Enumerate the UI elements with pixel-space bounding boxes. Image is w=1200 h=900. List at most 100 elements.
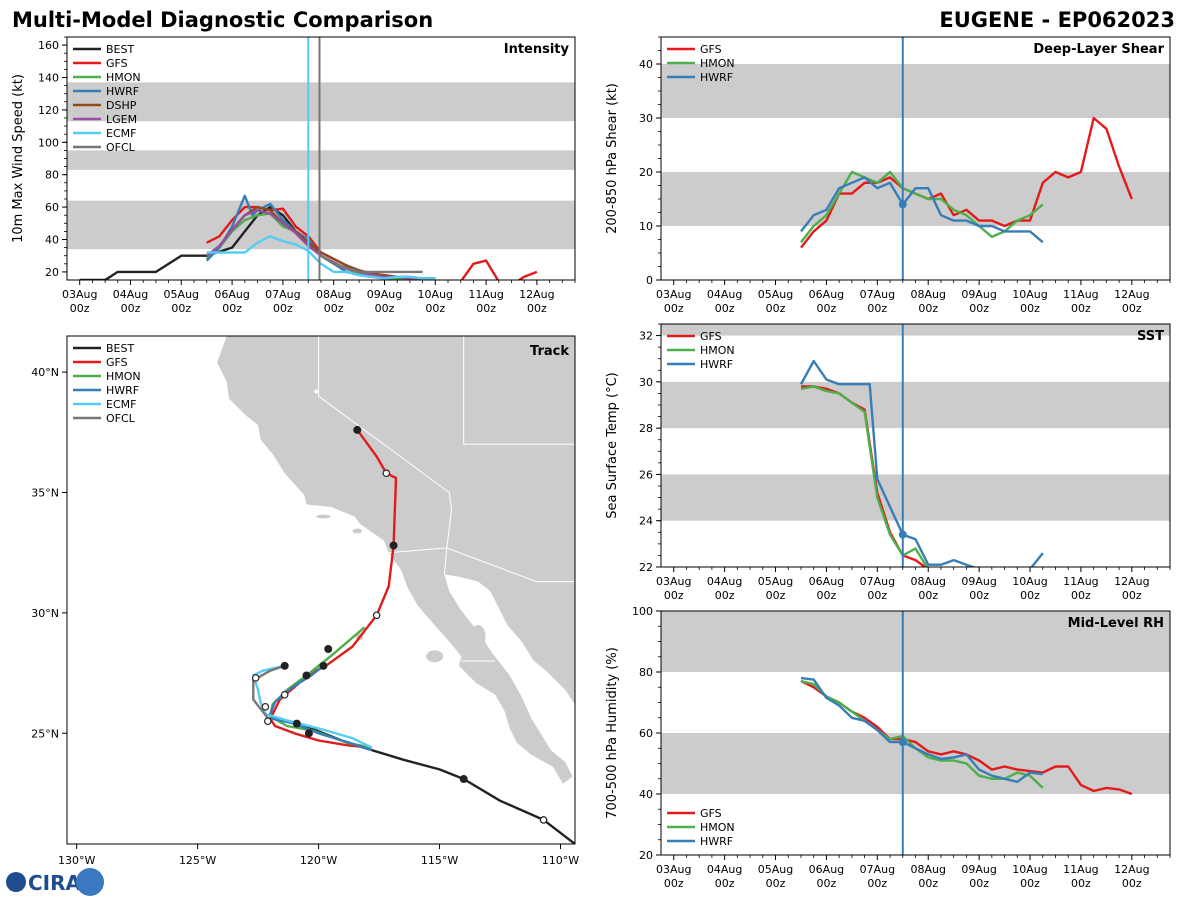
boundary-line: [443, 547, 448, 575]
y-tick-label: 140: [38, 72, 59, 85]
plot-frame: [660, 323, 1171, 568]
y-tick-label: 22: [639, 561, 653, 574]
series-line-hwrf: [800, 676, 1043, 783]
x-tick-hour: 00z: [918, 589, 938, 602]
boundary-line: [318, 336, 453, 548]
legend-label: HWRF: [106, 384, 139, 397]
legend-label: HWRF: [700, 835, 733, 848]
island: [316, 514, 331, 519]
series-line-ofcl: [320, 254, 423, 274]
x-tick-date: 10Aug: [1012, 863, 1047, 876]
x-tick-date: 11Aug: [468, 288, 503, 301]
x-tick-date: 05Aug: [164, 288, 199, 301]
legend-label: BEST: [106, 342, 134, 355]
lon-tick-label: 115°W: [421, 854, 458, 867]
x-tick-hour: 00z: [1122, 589, 1142, 602]
shading-band: [661, 64, 1170, 118]
lon-tick-label: 125°W: [179, 854, 216, 867]
track-point-filled: [292, 719, 301, 728]
series-line-gfs: [801, 385, 928, 567]
x-tick-hour: 00z: [867, 877, 887, 890]
shading-band: [67, 82, 575, 122]
legend-label: HWRF: [106, 85, 139, 98]
y-tick-label: 30: [639, 112, 653, 125]
x-tick-hour: 00z: [121, 302, 141, 315]
lat-tick-label: 40°N: [31, 366, 59, 379]
x-tick-date: 04Aug: [707, 288, 742, 301]
x-tick-hour: 00z: [817, 302, 837, 315]
x-tick-date: 10Aug: [1012, 288, 1047, 301]
y-axis-label: 700-500 hPa Humidity (%): [605, 647, 620, 819]
x-tick-hour: 00z: [222, 302, 242, 315]
x-tick-date: 12Aug: [1114, 863, 1149, 876]
cira-logo: CIRA: [6, 868, 104, 896]
track-point-filled: [280, 661, 289, 670]
x-tick-hour: 00z: [867, 589, 887, 602]
x-tick-date: 07Aug: [860, 288, 895, 301]
x-tick-hour: 00z: [715, 302, 735, 315]
x-tick-date: 07Aug: [265, 288, 300, 301]
legend-label: GFS: [106, 356, 128, 369]
legend-label: GFS: [700, 807, 722, 820]
sst-panel: 22242628303203Aug00z04Aug00z05Aug00z06Au…: [605, 323, 1171, 602]
x-tick-hour: 00z: [766, 302, 786, 315]
y-tick-label: 100: [632, 605, 653, 618]
x-tick-date: 04Aug: [113, 288, 148, 301]
x-tick-hour: 00z: [375, 302, 395, 315]
x-tick-hour: 00z: [1071, 877, 1091, 890]
figure-title: Multi-Model Diagnostic Comparison: [12, 8, 433, 32]
track-point-filled: [459, 774, 468, 783]
panel-title: Deep-Layer Shear: [1033, 42, 1164, 57]
series-line-hwrf: [800, 176, 1044, 244]
x-tick-hour: 00z: [1020, 877, 1040, 890]
lat-tick-label: 30°N: [31, 607, 59, 620]
y-tick-label: 80: [45, 169, 59, 182]
series-line-ecmf: [206, 235, 436, 280]
x-tick-hour: 00z: [766, 589, 786, 602]
series-line-hmon: [800, 385, 929, 567]
x-tick-date: 08Aug: [910, 863, 945, 876]
track-point-filled: [389, 541, 398, 550]
logo-seal-icon: [76, 868, 104, 896]
y-tick-label: 24: [639, 515, 653, 528]
plot-frame: [660, 610, 1171, 856]
x-tick-hour: 00z: [1020, 589, 1040, 602]
y-tick-label: 120: [38, 104, 59, 117]
x-tick-date: 08Aug: [316, 288, 351, 301]
intensity-panel: 2040608010012014016003Aug00z04Aug00z05Au…: [11, 36, 576, 315]
x-tick-hour: 00z: [918, 877, 938, 890]
legend-label: OFCL: [106, 412, 136, 425]
x-tick-hour: 00z: [527, 302, 547, 315]
legend-label: HWRF: [700, 71, 733, 84]
x-tick-hour: 00z: [969, 589, 989, 602]
x-tick-hour: 00z: [817, 589, 837, 602]
x-tick-date: 11Aug: [1063, 288, 1098, 301]
track-point-open: [261, 702, 270, 711]
boundary-line: [388, 547, 575, 583]
logo-text: CIRA: [28, 871, 82, 895]
track-point-open: [280, 690, 289, 699]
y-axis-label: Sea Surface Temp (°C): [605, 372, 620, 519]
x-tick-date: 12Aug: [1114, 288, 1149, 301]
y-tick-label: 40: [639, 58, 653, 71]
x-tick-hour: 00z: [324, 302, 344, 315]
legend-label: HMON: [106, 71, 141, 84]
x-tick-hour: 00z: [1071, 589, 1091, 602]
lat-tick-label: 25°N: [31, 727, 59, 740]
track-point-open: [382, 469, 391, 478]
x-tick-hour: 00z: [171, 302, 191, 315]
shading-band: [661, 172, 1170, 226]
track-map-panel: 130°W 125°W 120°W 115°W 110°W 25°N 30°N 35°N 40°…: [31, 335, 579, 867]
legend-label: HMON: [700, 821, 735, 834]
x-tick-hour: 00z: [1122, 877, 1142, 890]
track-point-open: [263, 717, 272, 726]
shading-band: [661, 611, 1170, 672]
shading-band: [661, 474, 1170, 521]
shear-panel: 01020304003Aug00z04Aug00z05Aug00z06Aug00…: [605, 36, 1171, 315]
x-tick-date: 03Aug: [656, 575, 691, 588]
land-mass: [217, 336, 575, 784]
track-point-filled: [353, 425, 362, 434]
x-tick-date: 04Aug: [707, 575, 742, 588]
boundary-line: [463, 336, 575, 445]
